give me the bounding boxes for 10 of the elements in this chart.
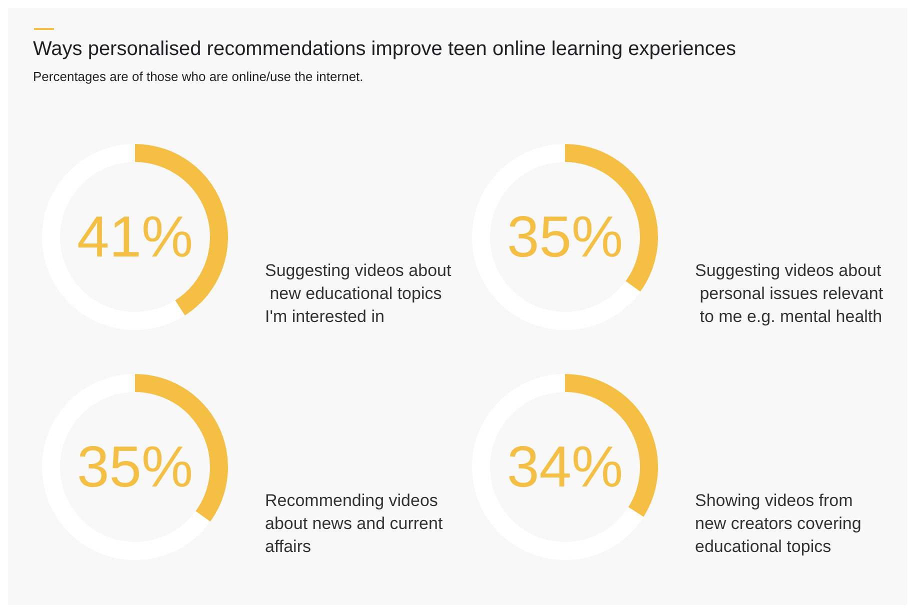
chart-subtitle: Percentages are of those who are online/use the internet.	[33, 69, 364, 84]
chart-title: Ways personalised recommendations improve teen online learning experiences	[33, 38, 736, 61]
data-label: 35%	[506, 204, 624, 270]
slice-label: Suggesting videos about personal issues relevant to me e.g. mental health	[695, 261, 884, 326]
slice-label: Suggesting videos about new educational topics I'm interested in	[265, 261, 452, 326]
data-label: 34%	[506, 434, 624, 500]
data-label: 41%	[76, 204, 194, 270]
data-label: 35%	[76, 434, 194, 500]
slice-label: Showing videos from new creators covering educational topics	[695, 491, 866, 556]
slice-label: Recommending videos about news and current affairs	[265, 491, 448, 556]
